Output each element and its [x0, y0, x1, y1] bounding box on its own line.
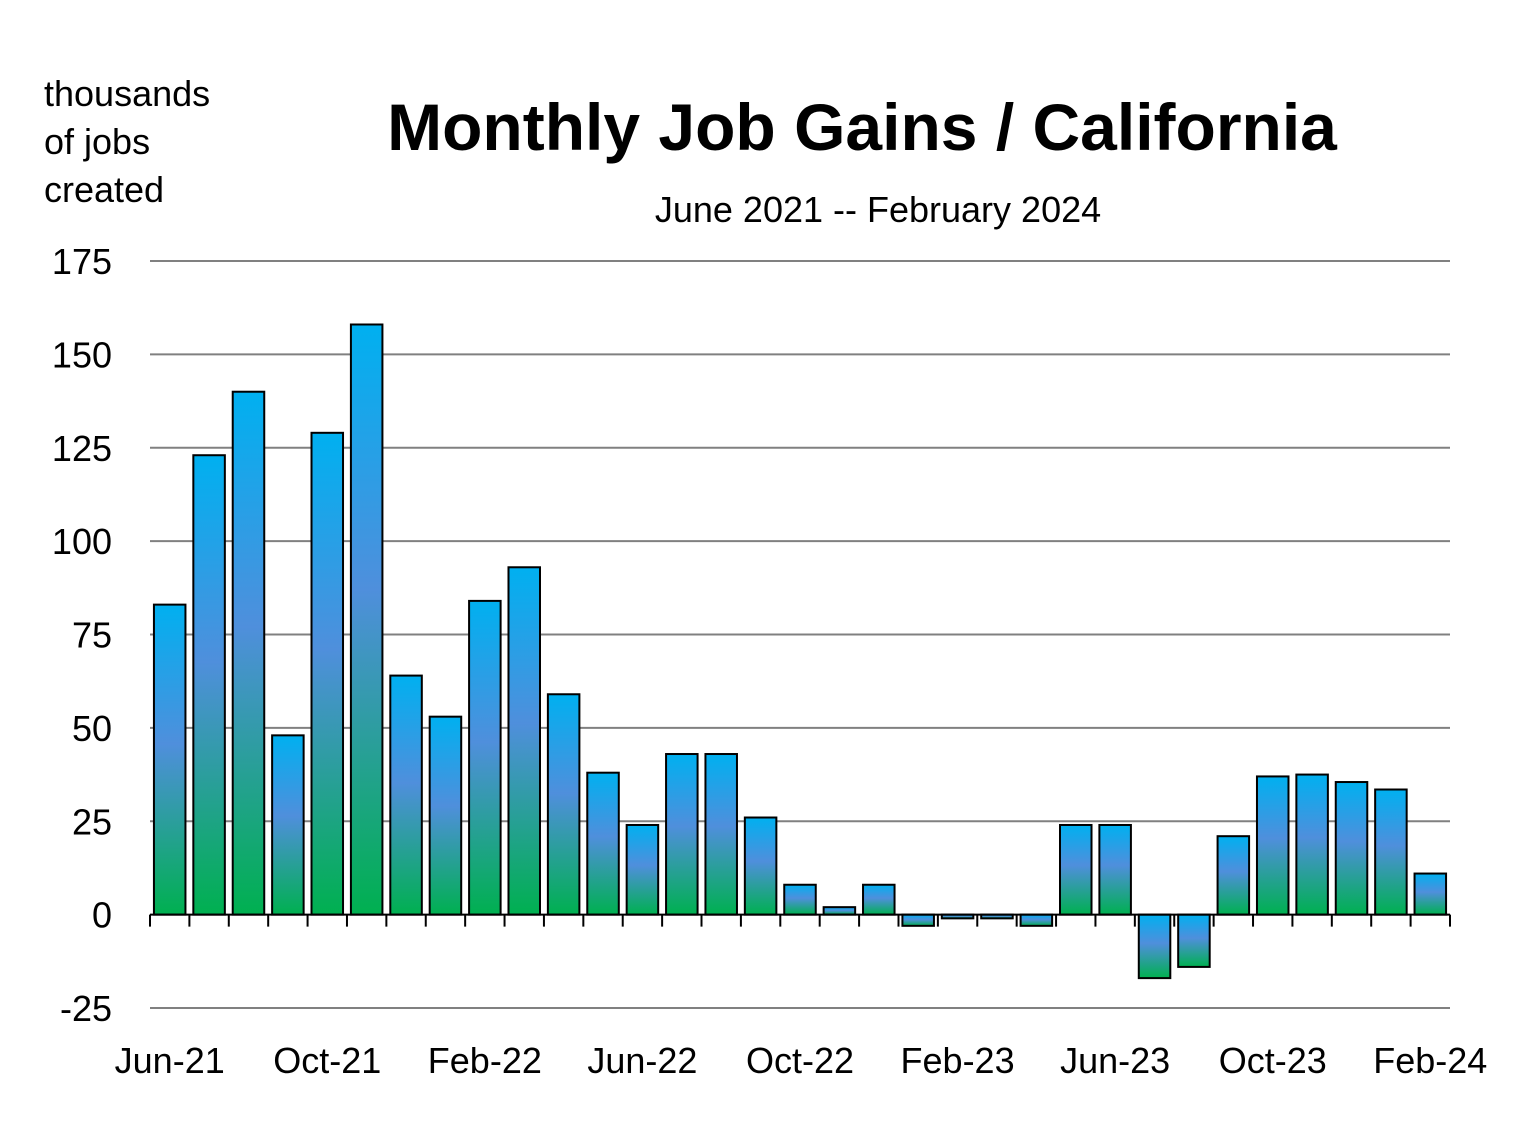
bar-Dec-21: [389, 674, 423, 916]
bar-Dec-23: [1334, 781, 1369, 916]
y-tick-label: 50: [72, 708, 112, 749]
y-tick-label: 25: [72, 801, 112, 842]
x-tick-label: Jun-22: [587, 1040, 697, 1081]
x-tick-label: Oct-21: [273, 1040, 381, 1081]
y-tick-label: 100: [52, 521, 112, 562]
bar-Sep-23: [1216, 835, 1251, 916]
bar-Jun-21: [152, 603, 187, 916]
x-tick-label: Jun-21: [115, 1040, 225, 1081]
bar-Sep-21: [271, 734, 305, 916]
bar-Apr-23: [1019, 913, 1054, 927]
bar-Jul-21: [192, 454, 226, 916]
bar-Jun-22: [625, 823, 660, 916]
y-unit-label-2: of jobs: [44, 121, 150, 162]
bar-May-22: [586, 771, 620, 916]
x-tick-label: Jun-23: [1060, 1040, 1170, 1081]
bar-Nov-23: [1295, 773, 1329, 916]
x-tick-label: Feb-24: [1373, 1040, 1487, 1081]
x-tick-label: Oct-22: [746, 1040, 854, 1081]
bar-Dec-22: [862, 883, 896, 916]
chart-title: Monthly Job Gains / California: [387, 90, 1338, 164]
bar-Jul-22: [665, 753, 699, 916]
bar-Apr-22: [546, 693, 581, 916]
bar-Aug-22: [704, 753, 738, 916]
bar-Aug-21: [231, 390, 266, 916]
y-tick-label: -25: [60, 988, 112, 1029]
chart-subtitle: June 2021 -- February 2024: [655, 189, 1101, 230]
bar-Aug-23: [1177, 913, 1211, 968]
bar-Jan-22: [428, 715, 463, 916]
bar-Jul-23: [1137, 913, 1172, 980]
x-tick-label: Feb-23: [901, 1040, 1015, 1081]
y-tick-label: 150: [52, 334, 112, 375]
bar-Feb-22: [468, 599, 502, 916]
bar-Oct-21: [310, 431, 345, 916]
bar-Mar-22: [507, 566, 542, 916]
y-unit-label-3: created: [44, 169, 164, 210]
bar-Nov-22: [822, 906, 857, 916]
x-tick-label: Feb-22: [428, 1040, 542, 1081]
bar-Feb-24: [1413, 872, 1448, 916]
y-tick-label: 0: [92, 895, 112, 936]
bar-Nov-21: [349, 323, 384, 916]
x-tick-label: Oct-23: [1219, 1040, 1327, 1081]
bar-Oct-22: [783, 883, 817, 916]
y-unit-label-1: thousands: [44, 73, 210, 114]
bar-May-23: [1059, 823, 1093, 916]
bar-Jun-23: [1098, 823, 1132, 916]
bar-Sep-22: [743, 816, 778, 916]
bar-Jan-23: [901, 913, 935, 927]
bar-Jan-24: [1374, 788, 1408, 916]
y-tick-label: 175: [52, 241, 112, 282]
bar-Oct-23: [1255, 775, 1290, 916]
y-tick-label: 125: [52, 428, 112, 469]
y-tick-label: 75: [72, 615, 112, 656]
